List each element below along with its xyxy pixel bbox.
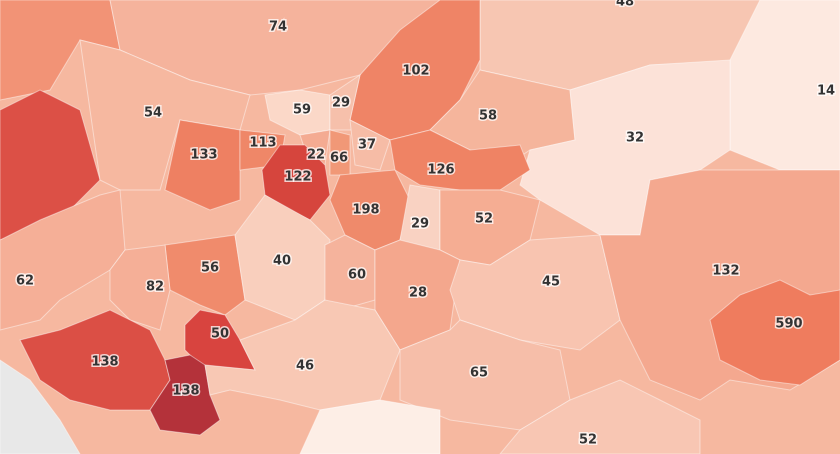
region-label: 132 <box>712 264 739 279</box>
region <box>299 399 441 454</box>
region-label: 29 <box>332 96 350 111</box>
region-label: 590 <box>775 317 802 332</box>
region <box>109 244 171 331</box>
region-label: 52 <box>579 433 597 448</box>
region <box>709 279 840 386</box>
region-label: 133 <box>190 148 217 163</box>
labels: 48 74 102 14 54 59 29 58 32 133 113 22 66 37 126 122 198… <box>14 0 836 449</box>
region-label: 29 <box>411 217 429 232</box>
region-label: 74 <box>269 20 287 35</box>
region-label: 138 <box>91 355 118 370</box>
region-label: 58 <box>479 109 497 124</box>
region-label: 54 <box>144 106 162 121</box>
region-label: 56 <box>201 261 219 276</box>
region-label: 138 <box>172 384 199 399</box>
region-label: 60 <box>348 268 366 283</box>
region-label: 122 <box>284 170 311 185</box>
region-label: 14 <box>817 84 835 99</box>
region <box>389 129 531 191</box>
region-label: 52 <box>475 212 493 227</box>
region-label: 62 <box>16 274 34 289</box>
region-label: 66 <box>330 151 348 166</box>
region-label: 82 <box>146 280 164 295</box>
region-label: 28 <box>409 286 427 301</box>
region-label: 48 <box>616 0 634 10</box>
region <box>164 119 241 211</box>
region-label: 50 <box>211 327 229 342</box>
region-label: 65 <box>470 366 488 381</box>
region-label: 102 <box>402 64 429 79</box>
region-label: 113 <box>249 136 276 151</box>
region <box>349 119 391 171</box>
region <box>499 379 701 454</box>
region-label: 198 <box>352 203 379 218</box>
region-label: 59 <box>293 103 311 118</box>
region-label: 126 <box>427 163 454 178</box>
region-label: 45 <box>542 275 560 290</box>
region-label: 32 <box>626 131 644 146</box>
region-label: 46 <box>296 359 314 374</box>
region-label: 37 <box>358 138 376 153</box>
region-label: 22 <box>307 148 325 163</box>
outside-area <box>0 359 81 454</box>
region-label: 40 <box>273 254 291 269</box>
